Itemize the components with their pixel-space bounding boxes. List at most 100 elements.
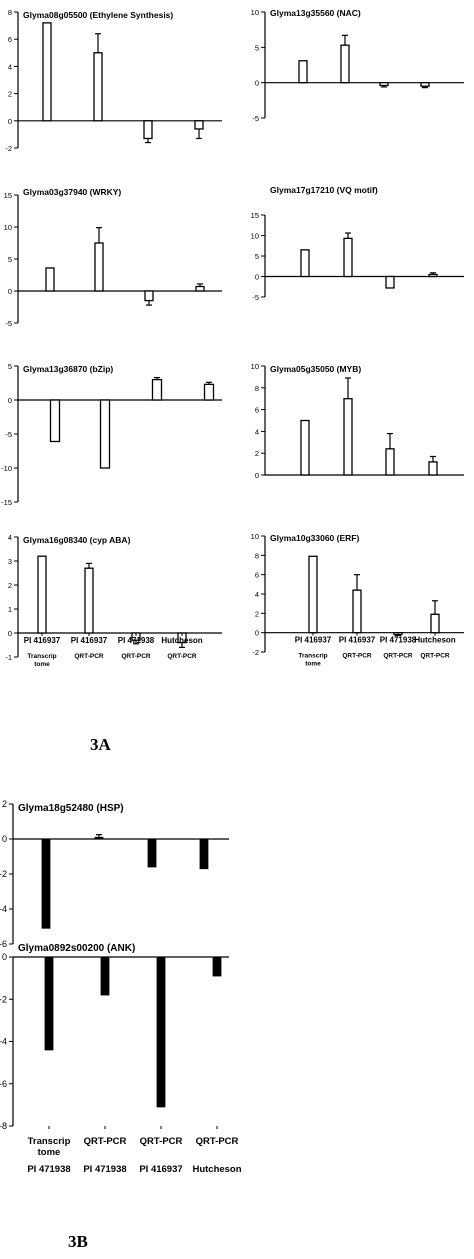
y-tick-label: 0 <box>2 952 7 962</box>
bar <box>93 52 103 122</box>
y-tick-label: -6 <box>0 939 7 949</box>
y-tick-label: -2 <box>0 869 7 879</box>
y-tick-label: 0 <box>255 629 259 638</box>
chart-panel-7: -1 0 1 2 3 4 Glyma16g08340 (cyp ABA) PI 416937 P… <box>5 533 222 668</box>
y-tick-label: 10 <box>251 8 259 17</box>
bar <box>94 242 104 292</box>
x-subcategory-label: Transcrip <box>298 653 327 660</box>
chart-title: Glyma16g08340 (cyp ABA) <box>23 535 131 545</box>
y-tick-label: 0 <box>8 287 12 296</box>
y-tick-label: -2 <box>5 144 12 153</box>
x-category-label: PI 471938 <box>118 636 155 645</box>
x-subcategory-label: QRT-PCR <box>342 653 372 660</box>
y-tick-label: 5 <box>255 252 259 261</box>
x-subcategory-label: tome <box>305 661 321 668</box>
y-tick-label: -6 <box>0 1079 7 1089</box>
y-tick-label: 6 <box>8 35 12 44</box>
y-tick-label: 4 <box>255 590 259 599</box>
chart-panel-2: -5 0 5 10 Glyma13g35560 (NAC) <box>251 8 464 123</box>
y-tick-label: 8 <box>255 384 259 393</box>
bar <box>428 461 438 476</box>
x-category-label: PI 471938 <box>380 636 417 645</box>
chart-panel-9: -6 -4 -2 0 2 Glyma18g52480 (HSP) <box>0 799 229 949</box>
x-subcategory-label: tome <box>38 1147 61 1158</box>
bar <box>385 448 395 476</box>
y-tick-label: 0 <box>255 79 259 88</box>
chart-title: Glyma10g33060 (ERF) <box>270 533 359 543</box>
y-tick-label: -15 <box>1 498 12 507</box>
x-subcategory-label: QRT-PCR <box>121 653 151 660</box>
chart-panel-8: -2 0 2 4 6 8 10 Glyma10g33060 (ERF) PI 416937 PI … <box>251 532 464 668</box>
y-tick-label: 4 <box>8 533 12 542</box>
y-tick-label: 4 <box>8 62 12 71</box>
x-category-label: PI 416937 <box>295 636 332 645</box>
bar <box>298 60 308 84</box>
y-tick-label: 10 <box>251 532 259 541</box>
x-category-label: PI 471938 <box>27 1164 70 1175</box>
chart-title: Glyma08g05500 (Ethylene Synthesis) <box>23 10 173 20</box>
bar <box>44 956 54 1051</box>
panel-label-3a: 3A <box>90 735 111 754</box>
y-tick-label: 1 <box>8 605 12 614</box>
bar <box>156 956 166 1108</box>
y-tick-label: 15 <box>4 191 12 200</box>
bar <box>144 290 154 302</box>
chart-title: Glyma13g35560 (NAC) <box>270 8 361 18</box>
y-tick-label: 8 <box>255 551 259 560</box>
panel-label-3b: 3B <box>68 1232 88 1251</box>
x-subcategory-label: QRT-PCR <box>383 653 413 660</box>
y-tick-label: -1 <box>5 653 12 662</box>
y-tick-label: 0 <box>8 117 12 126</box>
y-tick-label: 0 <box>255 273 259 282</box>
y-tick-label: 8 <box>8 8 12 17</box>
bar <box>300 419 310 476</box>
y-tick-label: 0 <box>2 834 7 844</box>
bar <box>194 120 204 130</box>
y-tick-label: -5 <box>252 293 259 302</box>
x-category-label: PI 416937 <box>339 636 376 645</box>
y-tick-label: 6 <box>255 571 259 580</box>
bar <box>385 275 395 289</box>
x-category-label: Hutcheson <box>414 636 455 645</box>
x-category-label: Hutcheson <box>161 636 202 645</box>
bar <box>147 838 157 868</box>
bar <box>151 378 163 401</box>
y-tick-label: -5 <box>5 430 12 439</box>
bar <box>340 44 350 84</box>
y-tick-label: 0 <box>8 396 12 405</box>
x-subcategory-label: Transcrip <box>28 1136 71 1147</box>
bar <box>41 838 51 929</box>
x-subcategory-label: QRT-PCR <box>420 653 450 660</box>
x-subcategory-label: Transcrip <box>27 653 56 660</box>
bar <box>99 399 111 469</box>
y-tick-label: 0 <box>8 629 12 638</box>
y-tick-label: 2 <box>255 609 259 618</box>
y-tick-label: 4 <box>255 427 259 436</box>
chart-panel-5: -15 -10 -5 0 5 Glyma13g36870 (bZip) <box>1 362 222 507</box>
y-tick-label: 0 <box>255 471 259 480</box>
x-category-label: PI 416937 <box>71 636 108 645</box>
bar <box>343 237 353 278</box>
chart-panel-1: -2 0 2 4 6 8 Glyma08g05500 (Ethylene Synthesis… <box>5 8 222 153</box>
y-tick-label: 2 <box>8 90 12 99</box>
bar <box>37 555 47 634</box>
chart-title: Glyma03g37940 (WRKY) <box>23 187 121 197</box>
bar <box>203 383 215 401</box>
y-tick-label: 3 <box>8 557 12 566</box>
y-tick-label: -4 <box>0 904 7 914</box>
x-category-label: PI 416937 <box>139 1164 182 1175</box>
bar <box>42 22 52 122</box>
y-tick-label: 2 <box>8 581 12 590</box>
y-tick-label: -2 <box>252 648 259 657</box>
chart-title: Glyma13g36870 (bZip) <box>23 364 113 374</box>
chart-panel-6: 0 2 4 6 8 10 Glyma05g35050 (MYB) <box>251 362 464 480</box>
bar <box>428 273 438 278</box>
y-tick-label: -10 <box>1 464 12 473</box>
bar <box>343 398 353 476</box>
y-tick-label: 5 <box>8 362 12 371</box>
bar <box>300 249 310 278</box>
y-tick-label: 15 <box>251 211 259 220</box>
y-tick-label: -4 <box>0 1037 7 1047</box>
chart-title: Glyma17g17210 (VQ motif) <box>270 185 378 195</box>
